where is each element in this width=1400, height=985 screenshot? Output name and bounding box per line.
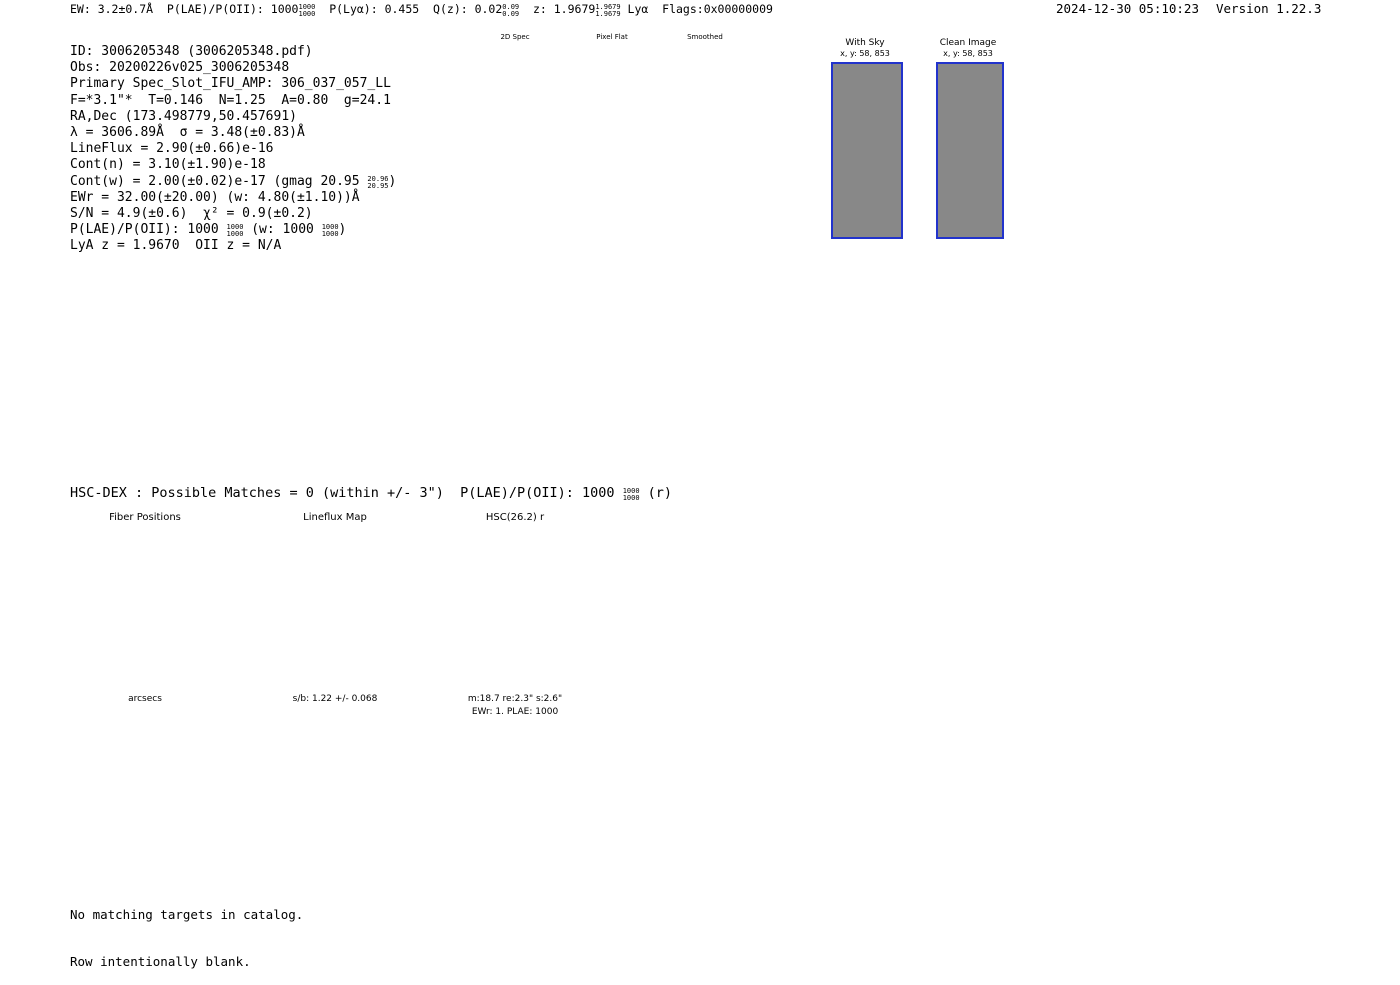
info-line-6: LineFlux = 2.90(±0.66)e-16 [70,141,274,157]
note-line-0: No matching targets in catalog. [70,907,304,922]
info-line-8: Cont(w) = 2.00(±0.02)e-17 (gmag 20.95 20… [70,173,397,190]
info-line-1: Obs: 20200226v025_3006205348 [70,60,290,76]
col-header-pixelflat: Pixel Flat [596,33,628,41]
clean-image [936,62,1004,239]
info-line-9: EWr = 32.00(±20.00) (w: 4.80(±1.10))Å [70,189,360,205]
info-line-4: RA,Dec (173.498779,50.457691) [70,108,297,124]
lineflux-map-title: Lineflux Map [303,512,367,523]
info-line-2: Primary Spec_Slot_IFU_AMP: 306_037_057_L… [70,76,391,92]
stacked-value: 0.09 0.09 [502,3,520,18]
info-line-12: LyA z = 1.9670 OII z = N/A [70,238,282,254]
info-line-11: P(LAE)/P(OII): 1000 1000 1000 (w: 1000 10… [70,222,347,239]
fiber-positions-panel [40,525,235,695]
report-version: Version 1.22.3 [1216,1,1322,16]
stacked-value: 1.9679 1.9679 [595,3,621,18]
hsc-caption-1: m:18.7 re:2.3" s:2.6" [467,694,563,704]
hsc-cutout-title: HSC(26.2) r [485,512,545,523]
info-line-10: S/N = 4.9(±0.6) χ² = 0.9(±0.2) [70,206,313,222]
withsky-title: With Sky [845,38,885,48]
info-line-0: ID: 3006205348 (3006205348.pdf) [70,44,313,59]
info-line-5: λ = 3606.89Å σ = 3.48(±0.83)Å [70,125,305,141]
hsc-dex-summary: HSC-DEX : Possible Matches = 0 (within +… [70,485,673,502]
stacked-value: 1000 1000 [321,223,339,239]
info-block: ID: 3006205348 (3006205348.pdf) Obs: 2020… [70,44,396,255]
info-line-3: F=*3.1"* T=0.146 N=1.25 A=0.80 g=24.1 [70,92,391,108]
stacked-value: 1000 1000 [298,3,316,18]
report-meta: 2024-12-30 05:10:23 Version 1.22.3 [1056,1,1321,16]
withsky-image [831,62,903,239]
stacked-value: 1000 1000 [622,487,640,502]
hsc-cutout-panel [410,525,605,695]
elixer-report-page: { "header": { "segments_left": [ {"t":"E… [40,1,1340,969]
clean-title: Clean Image [939,38,997,48]
clean-coords: x, y: 58, 853 [943,49,993,58]
stacked-value: 1000 1000 [226,223,244,239]
lineflux-map-panel [230,525,425,695]
fiber-positions-title: Fiber Positions [109,512,181,523]
col-header-smoothed: Smoothed [687,33,723,41]
catalog-notes: No matching targets in catalog. Row inte… [70,876,303,985]
line-fit-plot [1000,52,1305,232]
note-line-1: Row intentionally blank. [70,953,251,969]
info-line-7: Cont(n) = 3.10(±1.90)e-18 [70,157,266,173]
hsc-caption-2: EWr: 1. PLAE: 1000 [471,707,559,717]
stacked-value: 20.96 20.95 [367,174,389,190]
cutout-rows [443,45,793,257]
report-datetime: 2024-12-30 05:10:23 [1056,1,1199,16]
summary-header: EW: 3.2±0.7Å P(LAE)/P(OII): 1000 1000 1000… [70,2,773,18]
fiber-xlabel: arcsecs [128,694,162,704]
withsky-coords: x, y: 58, 853 [840,49,890,58]
col-header-2dspec: 2D Spec [500,33,530,41]
lineflux-caption: s/b: 1.22 +/- 0.068 [292,694,378,704]
full-spectrum-plot [55,292,1340,470]
